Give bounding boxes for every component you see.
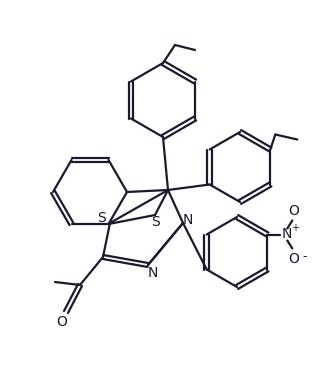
Text: O: O (288, 204, 299, 218)
Text: O: O (288, 251, 299, 266)
Text: +: + (291, 223, 299, 233)
Text: N: N (183, 213, 193, 227)
Text: O: O (56, 315, 68, 329)
Text: -: - (302, 250, 306, 263)
Text: S: S (98, 211, 107, 225)
Text: S: S (152, 215, 160, 229)
Text: N: N (282, 226, 293, 241)
Text: N: N (148, 266, 158, 280)
